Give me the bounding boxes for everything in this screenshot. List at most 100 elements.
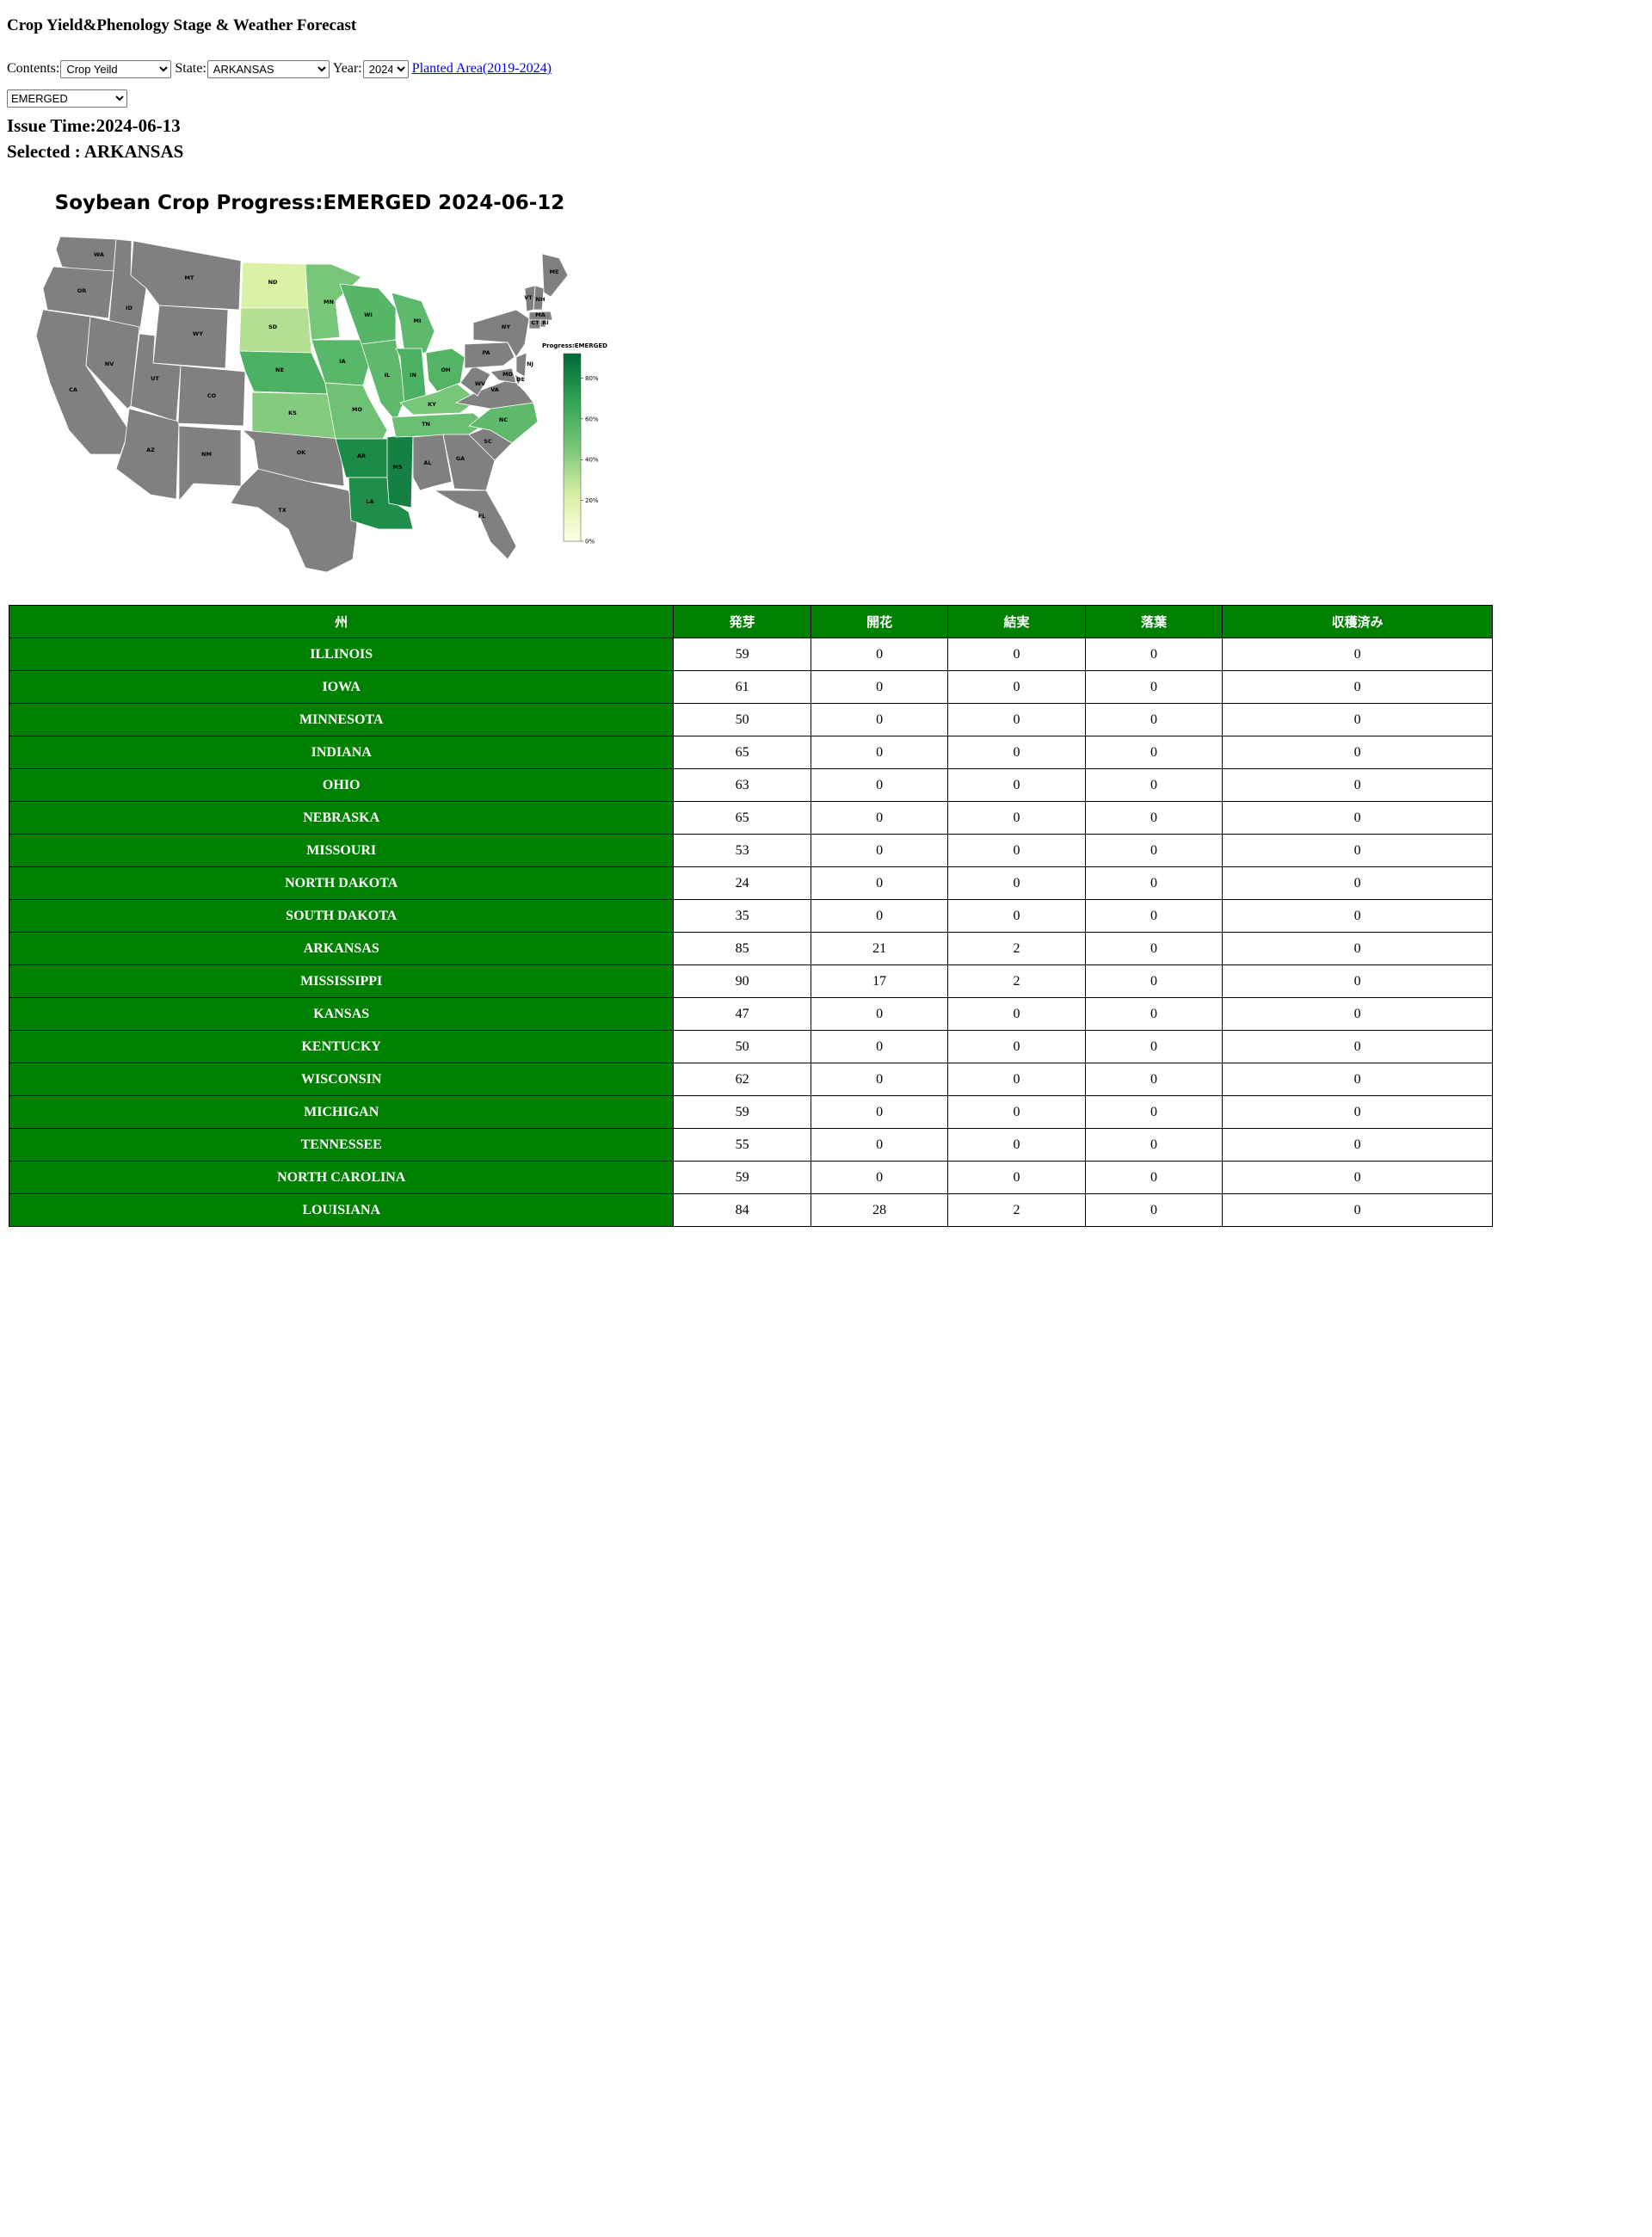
column-header: 収穫済み	[1222, 605, 1493, 638]
state-shape-nh	[533, 285, 545, 311]
value-cell: 0	[1222, 1030, 1493, 1063]
value-cell: 0	[1084, 736, 1224, 769]
state-label: KS	[288, 410, 297, 416]
state-label: AR	[357, 453, 366, 459]
legend-tick-label: 60%	[585, 416, 599, 422]
state-shape-md	[490, 367, 517, 384]
value-cell: 2	[947, 932, 1086, 965]
value-cell: 24	[673, 866, 811, 900]
value-cell: 0	[810, 638, 949, 671]
value-cell: 0	[1084, 1095, 1224, 1129]
value-cell: 0	[1084, 1161, 1224, 1194]
value-cell: 0	[1084, 703, 1224, 736]
state-label: UT	[151, 375, 159, 382]
state-label: CT	[531, 319, 539, 326]
value-cell: 0	[1222, 1193, 1493, 1227]
value-cell: 0	[947, 670, 1086, 704]
year-label: Year:	[332, 61, 362, 76]
legend-tick-label: 80%	[585, 375, 599, 382]
map-legend: Progress:EMERGED 0% 20% 40% 60% 80%	[542, 342, 607, 545]
value-cell: 61	[673, 670, 811, 704]
legend-tick-label: 20%	[585, 497, 599, 504]
value-cell: 0	[1222, 1095, 1493, 1129]
state-label: MT	[185, 274, 194, 281]
value-cell: 0	[810, 1063, 949, 1096]
table-row: MINNESOTA 50 0 0 0 0	[8, 703, 1493, 736]
state-label: LA	[366, 498, 373, 505]
crop-progress-map: Soybean Crop Progress:EMERGED 2024-06-12…	[9, 181, 621, 576]
state-shape-nj	[515, 352, 527, 378]
value-cell: 0	[1084, 768, 1224, 802]
map-svg: Soybean Crop Progress:EMERGED 2024-06-12…	[35, 192, 607, 573]
state-label: OH	[441, 367, 451, 373]
state-label: NC	[499, 416, 508, 423]
value-cell: 55	[673, 1128, 811, 1162]
state-name-cell: WISCONSIN	[8, 1063, 675, 1096]
state-label: MI	[414, 317, 422, 324]
table-row: KENTUCKY 50 0 0 0 0	[8, 1030, 1493, 1063]
state-label: NJ	[527, 361, 533, 367]
value-cell: 0	[947, 1095, 1086, 1129]
state-name-cell: MISSOURI	[8, 834, 675, 867]
value-cell: 0	[1222, 899, 1493, 933]
value-cell: 0	[1084, 997, 1224, 1031]
state-label: MA	[535, 311, 546, 318]
state-name-cell: IOWA	[8, 670, 675, 704]
state-label: TN	[422, 421, 430, 428]
state-label: SD	[268, 324, 278, 330]
value-cell: 2	[947, 964, 1086, 998]
table-row: NORTH DAKOTA 24 0 0 0 0	[8, 866, 1493, 900]
value-cell: 47	[673, 997, 811, 1031]
state-name-cell: NEBRASKA	[8, 801, 675, 835]
table-row: SOUTH DAKOTA 35 0 0 0 0	[8, 899, 1493, 933]
state-label: ND	[268, 279, 278, 286]
value-cell: 65	[673, 801, 811, 835]
value-cell: 0	[810, 997, 949, 1031]
state-shape-ct	[528, 319, 541, 330]
state-label: RI	[542, 319, 548, 326]
state-shape-fl	[433, 490, 517, 560]
state-label: GA	[456, 455, 465, 462]
table-row: MISSISSIPPI 90 17 2 0 0	[8, 964, 1493, 998]
state-name-cell: INDIANA	[8, 736, 675, 769]
state-name-cell: NORTH DAKOTA	[8, 866, 675, 900]
value-cell: 0	[810, 703, 949, 736]
legend-tick-label: 0%	[585, 539, 595, 545]
year-select[interactable]: 2024	[362, 59, 409, 78]
value-cell: 0	[1222, 670, 1493, 704]
contents-select[interactable]: Crop Yeild	[60, 59, 172, 78]
state-shape-ia	[311, 339, 371, 386]
column-header: 結実	[947, 605, 1086, 638]
state-shape-sd	[238, 307, 312, 354]
value-cell: 0	[1084, 932, 1224, 965]
state-shape-de	[514, 373, 522, 387]
state-label: WV	[475, 380, 485, 387]
state-select[interactable]: ARKANSAS	[206, 59, 330, 78]
value-cell: 0	[947, 638, 1086, 671]
value-cell: 59	[673, 1095, 811, 1129]
contents-label: Contents:	[7, 61, 60, 76]
value-cell: 0	[947, 1030, 1086, 1063]
value-cell: 2	[947, 1193, 1086, 1227]
state-label: WA	[94, 251, 104, 258]
legend-ticks: 0% 20% 40% 60% 80%	[581, 375, 599, 545]
state-label: AL	[423, 459, 431, 466]
value-cell: 50	[673, 1030, 811, 1063]
app-root: Crop Yield&Phenology Stage & Weather For…	[7, 0, 1645, 162]
stage-select[interactable]: EMERGED	[7, 89, 127, 108]
value-cell: 0	[1084, 638, 1224, 671]
table-row: INDIANA 65 0 0 0 0	[8, 736, 1493, 769]
state-label: PA	[482, 349, 490, 356]
selected-state: Selected : ARKANSAS	[7, 141, 184, 162]
value-cell: 0	[947, 1128, 1086, 1162]
state-name-cell: NORTH CAROLINA	[8, 1161, 675, 1194]
value-cell: 0	[1084, 1128, 1224, 1162]
map-title: Soybean Crop Progress:EMERGED 2024-06-12	[55, 192, 565, 214]
issue-time: Issue Time:2024-06-13	[7, 115, 181, 136]
value-cell: 0	[1084, 670, 1224, 704]
value-cell: 0	[810, 768, 949, 802]
state-label: NM	[201, 451, 212, 458]
planted-area-link[interactable]: Planted Area(2019-2024)	[411, 61, 552, 76]
state-shape-ny	[472, 309, 530, 358]
state-label: SC	[484, 438, 492, 445]
